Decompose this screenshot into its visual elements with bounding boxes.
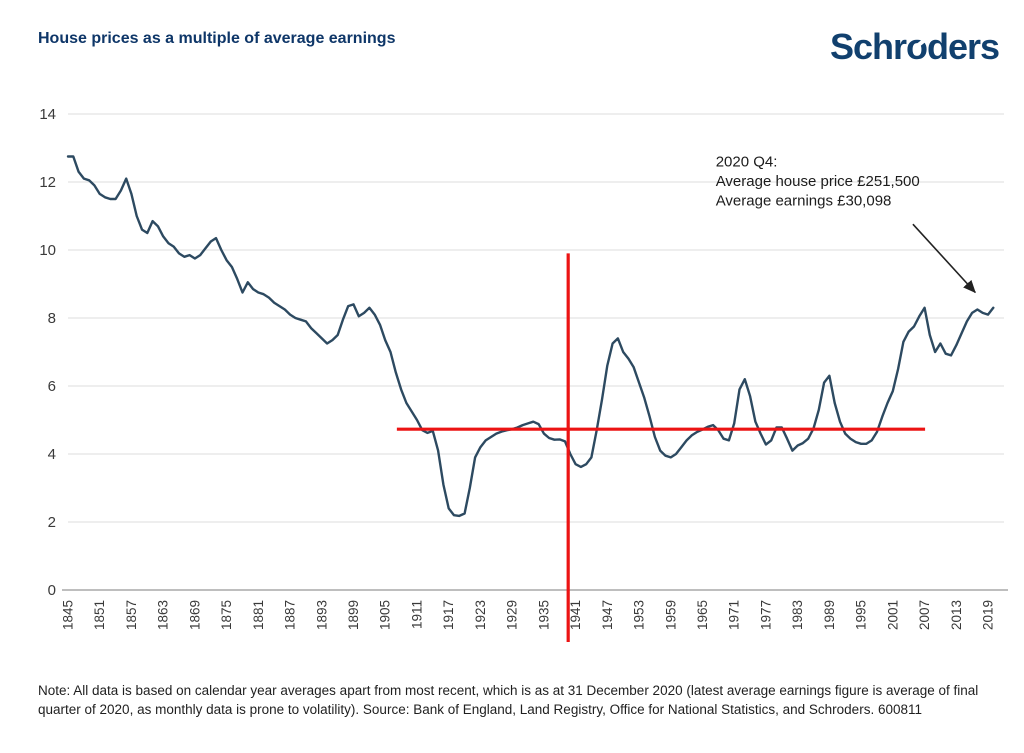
x-tick-label-2007: 2007	[917, 600, 932, 630]
chart: 0 2 4 6 8 10 12 14 1845 1851 1857 1863 1869 1875 1881 1…	[0, 70, 1024, 670]
x-tick-label-1911: 1911	[409, 600, 424, 629]
x-tick-label-1977: 1977	[758, 600, 773, 630]
x-tick-label-1947: 1947	[600, 600, 615, 630]
annotation-line-3: Average earnings £30,098	[716, 192, 892, 209]
x-tick-label-1965: 1965	[695, 600, 710, 630]
annotation-arrow	[912, 223, 976, 294]
x-tick-label-1959: 1959	[663, 600, 678, 630]
schroders-logo: Schroders	[830, 26, 1010, 68]
y-tick-label-0: 0	[48, 582, 56, 599]
y-tick-label-10: 10	[39, 242, 56, 259]
x-tick-label-1935: 1935	[536, 600, 551, 630]
x-tick-label-1887: 1887	[283, 600, 298, 630]
x-tick-label-1875: 1875	[219, 600, 234, 630]
chart-canvas: 0 2 4 6 8 10 12 14 1845 1851 1857 1863 1869 1875 1881 1…	[39, 106, 1008, 643]
x-tick-label-1899: 1899	[346, 600, 361, 630]
x-tick-label-1923: 1923	[473, 600, 488, 630]
x-tick-label-1845: 1845	[61, 600, 76, 630]
y-tick-label-12: 12	[39, 174, 56, 191]
x-tick-label-1941: 1941	[568, 600, 583, 630]
x-tick-label-2001: 2001	[885, 600, 900, 630]
y-tick-label-8: 8	[48, 310, 56, 327]
footnote: Note: All data is based on calendar year…	[38, 683, 979, 717]
x-tick-label-1863: 1863	[156, 600, 171, 630]
x-tick-label-1893: 1893	[314, 600, 329, 630]
schroders-logo-text: Schroders	[830, 26, 1000, 67]
annotation-line-2: Average house price £251,500	[716, 173, 920, 190]
y-tick-label-14: 14	[39, 106, 56, 123]
x-tick-label-1971: 1971	[727, 600, 742, 630]
annotation-line-1: 2020 Q4:	[716, 154, 778, 171]
x-tick-label-1983: 1983	[790, 600, 805, 630]
x-tick-label-1929: 1929	[505, 600, 520, 630]
x-tick-label-1905: 1905	[378, 600, 393, 630]
x-tick-label-1995: 1995	[854, 600, 869, 630]
y-tick-label-4: 4	[48, 446, 56, 463]
x-tick-label-1881: 1881	[251, 600, 266, 630]
x-tick-label-2013: 2013	[949, 600, 964, 630]
y-tick-label-6: 6	[48, 378, 56, 395]
page-title: House prices as a multiple of average ea…	[38, 30, 396, 47]
x-tick-label-1857: 1857	[124, 600, 139, 630]
x-tick-label-1989: 1989	[822, 600, 837, 630]
x-tick-label-1869: 1869	[187, 600, 202, 630]
x-tick-label-1917: 1917	[441, 600, 456, 630]
x-tick-label-1851: 1851	[92, 600, 107, 630]
x-tick-label-2019: 2019	[981, 600, 996, 630]
house-price-earnings-line	[66, 155, 995, 518]
y-tick-label-2: 2	[48, 514, 56, 531]
x-tick-label-1953: 1953	[632, 600, 647, 630]
